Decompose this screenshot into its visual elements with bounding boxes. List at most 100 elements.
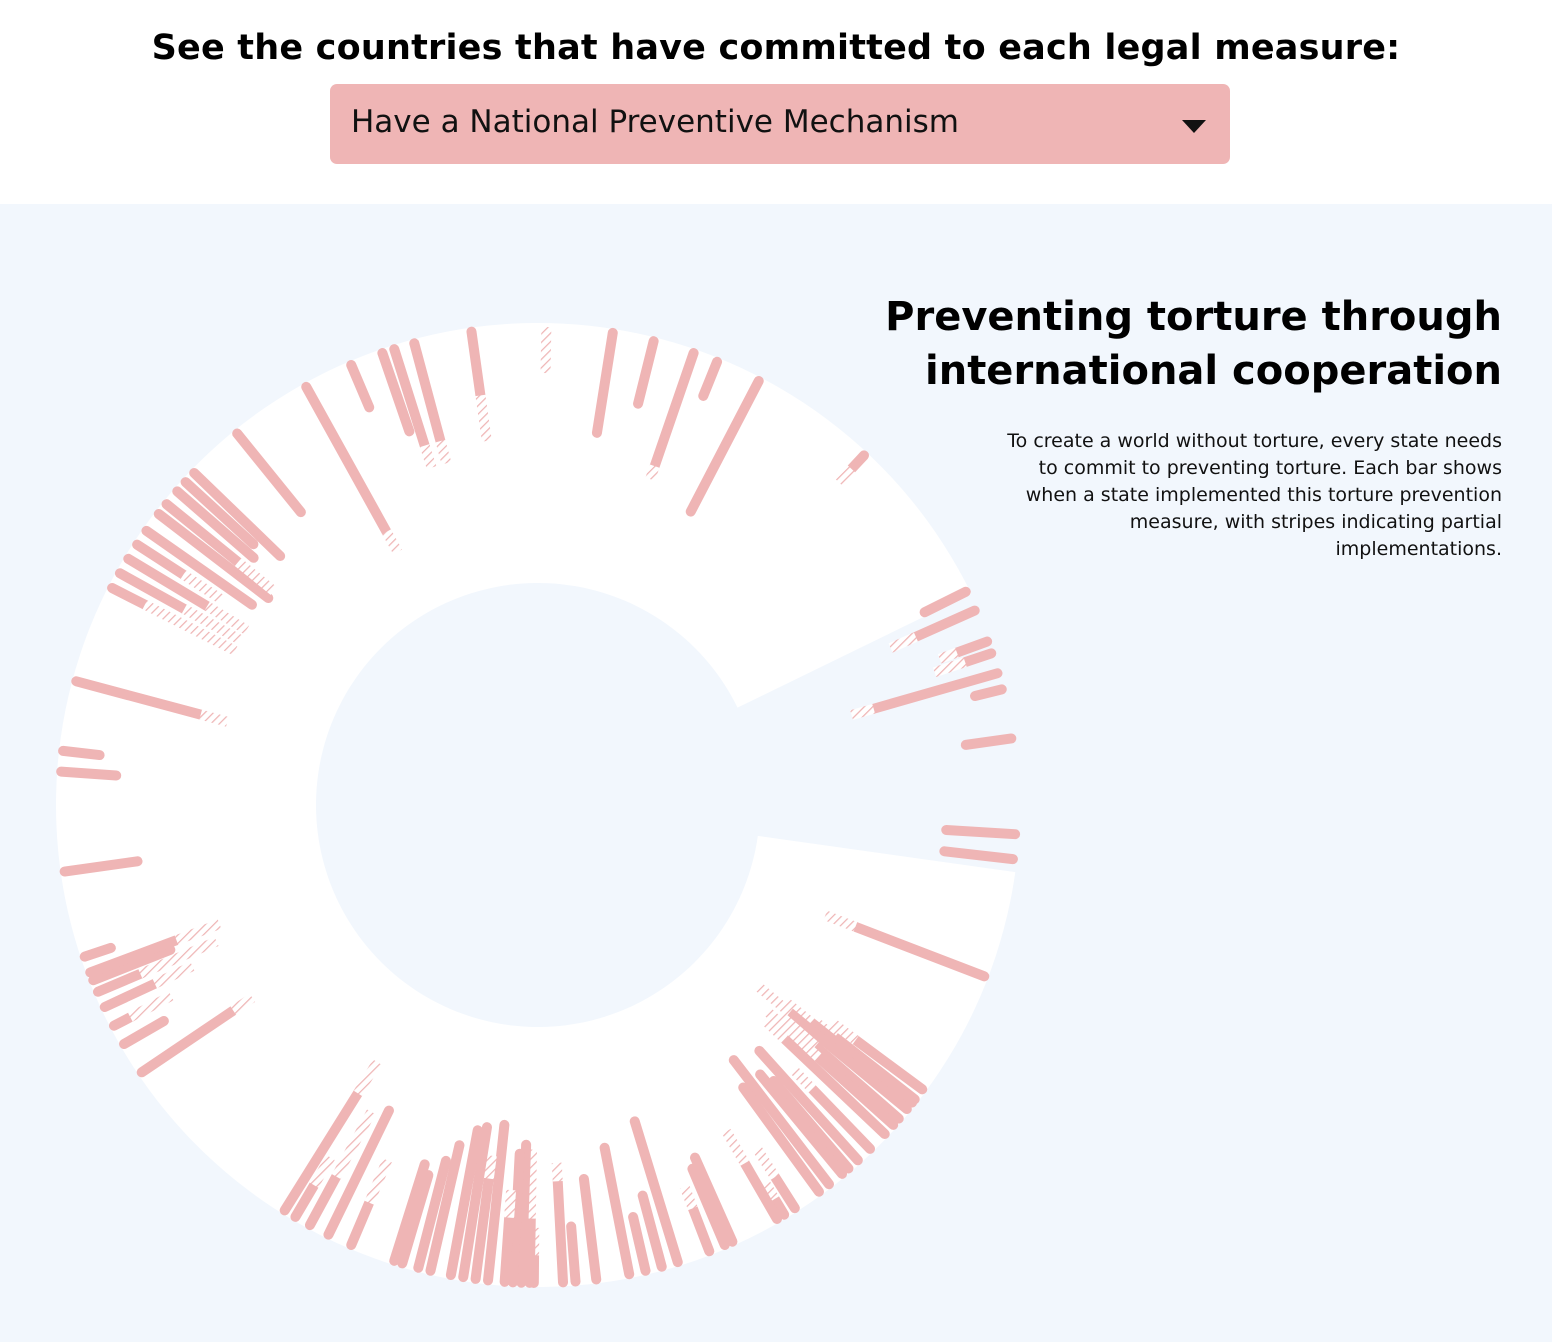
bar-partial[interactable]	[504, 1189, 517, 1218]
bar-full[interactable]	[629, 1116, 683, 1268]
bar-partial[interactable]	[181, 604, 244, 645]
bar-full[interactable]	[919, 586, 971, 618]
bar-full[interactable]	[301, 381, 392, 537]
bar-full[interactable]	[114, 568, 190, 614]
bar-full[interactable]	[59, 856, 143, 877]
bar-full[interactable]	[136, 1005, 239, 1078]
bar-full[interactable]	[499, 1212, 515, 1287]
bar-partial[interactable]	[679, 1185, 698, 1211]
bar-full[interactable]	[119, 1016, 169, 1049]
bar-partial[interactable]	[763, 1007, 822, 1061]
bar-full[interactable]	[99, 978, 160, 1013]
bar-full[interactable]	[413, 1155, 451, 1273]
bar-full[interactable]	[153, 509, 274, 604]
bar-full[interactable]	[397, 1170, 434, 1269]
bar-partial[interactable]	[419, 444, 437, 470]
bar-full[interactable]	[649, 348, 699, 472]
bar-partial[interactable]	[722, 1128, 750, 1166]
bar-full[interactable]	[941, 824, 1021, 840]
bar-full[interactable]	[687, 1203, 715, 1257]
bar-full[interactable]	[578, 1173, 602, 1285]
bar-partial[interactable]	[525, 1149, 537, 1219]
bar-full[interactable]	[770, 1172, 800, 1214]
bar-full[interactable]	[685, 376, 764, 517]
bar-partial[interactable]	[540, 326, 552, 374]
bar-partial[interactable]	[204, 601, 250, 635]
bar-partial[interactable]	[152, 961, 195, 989]
bar-full[interactable]	[850, 921, 990, 982]
bar-full[interactable]	[768, 1076, 854, 1174]
bar-partial[interactable]	[645, 464, 660, 481]
bar-full[interactable]	[58, 745, 105, 761]
bar-partial[interactable]	[933, 657, 967, 678]
measure-select[interactable]: Have a National Preventive Mechanism	[330, 84, 1230, 164]
bar-partial[interactable]	[475, 394, 492, 442]
bar-full[interactable]	[939, 846, 1018, 865]
bar-full[interactable]	[445, 1125, 483, 1280]
bar-partial[interactable]	[761, 1016, 789, 1043]
bar-full[interactable]	[755, 1069, 848, 1179]
bar-full[interactable]	[769, 1193, 790, 1220]
bar-full[interactable]	[754, 1045, 863, 1166]
bar-full[interactable]	[85, 935, 182, 978]
bar-partial[interactable]	[435, 439, 452, 465]
bar-full[interactable]	[425, 1140, 465, 1276]
bar-partial[interactable]	[138, 936, 219, 979]
bar-full[interactable]	[304, 1171, 342, 1231]
bar-full[interactable]	[470, 1173, 494, 1284]
bar-full[interactable]	[346, 359, 375, 413]
bar-full[interactable]	[591, 327, 618, 438]
bar-full[interactable]	[507, 1148, 525, 1288]
bar-full[interactable]	[92, 968, 146, 997]
bar-partial[interactable]	[789, 1065, 817, 1093]
bar-full[interactable]	[951, 636, 993, 658]
bar-partial[interactable]	[382, 529, 403, 555]
bar-full[interactable]	[868, 668, 1003, 714]
bar-full[interactable]	[784, 1007, 912, 1115]
bar-full[interactable]	[687, 1163, 730, 1251]
bar-full[interactable]	[466, 326, 486, 401]
bar-partial[interactable]	[754, 982, 793, 1017]
bar-full[interactable]	[637, 1190, 667, 1272]
bar-full[interactable]	[910, 605, 980, 642]
bar-full[interactable]	[806, 1017, 918, 1108]
bar-full[interactable]	[71, 676, 206, 720]
bar-partial[interactable]	[835, 465, 856, 486]
bar-full[interactable]	[633, 336, 659, 409]
bar-full[interactable]	[123, 553, 213, 612]
bar-full[interactable]	[141, 525, 257, 610]
bar-full[interactable]	[107, 582, 150, 610]
bar-full[interactable]	[970, 684, 1007, 702]
bar-full[interactable]	[779, 1034, 890, 1140]
bar-partial[interactable]	[830, 1019, 859, 1045]
bar-partial[interactable]	[353, 1059, 382, 1096]
bar-full[interactable]	[290, 1180, 320, 1222]
bar-full[interactable]	[389, 344, 430, 451]
bar-partial[interactable]	[234, 558, 277, 595]
bar-full[interactable]	[458, 1122, 492, 1283]
bar-full[interactable]	[189, 467, 286, 562]
bar-full[interactable]	[483, 1119, 510, 1286]
bar-full[interactable]	[279, 1088, 363, 1216]
bar-full[interactable]	[698, 356, 723, 401]
bar-partial[interactable]	[364, 1158, 392, 1205]
bar-full[interactable]	[850, 1035, 928, 1095]
bar-partial[interactable]	[937, 647, 959, 664]
bar-full[interactable]	[56, 766, 122, 781]
bar-partial[interactable]	[128, 991, 174, 1022]
bar-full[interactable]	[739, 1158, 782, 1224]
bar-partial[interactable]	[142, 600, 238, 656]
bar-full[interactable]	[109, 1012, 136, 1031]
bar-full[interactable]	[323, 1105, 394, 1240]
bar-partial[interactable]	[782, 998, 815, 1027]
bar-full[interactable]	[409, 338, 446, 447]
bar-partial[interactable]	[309, 1154, 335, 1188]
bar-full[interactable]	[132, 539, 189, 580]
bar-full[interactable]	[161, 499, 244, 568]
bar-partial[interactable]	[888, 632, 918, 653]
bar-partial[interactable]	[551, 1162, 563, 1182]
bar-full[interactable]	[960, 648, 997, 668]
bar-full[interactable]	[690, 1152, 738, 1247]
bar-full[interactable]	[377, 348, 415, 437]
bar-partial[interactable]	[777, 1012, 819, 1050]
